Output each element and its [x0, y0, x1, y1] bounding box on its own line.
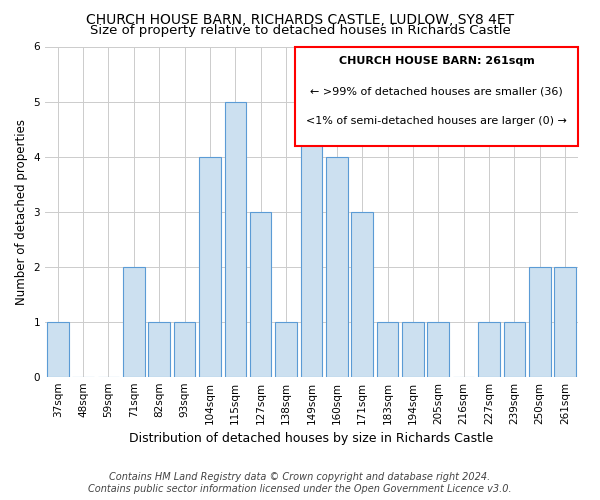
FancyBboxPatch shape — [295, 46, 578, 146]
Bar — [478, 322, 500, 376]
Bar — [47, 322, 68, 376]
Bar — [427, 322, 449, 376]
Text: ← >99% of detached houses are smaller (36): ← >99% of detached houses are smaller (3… — [310, 86, 563, 96]
Bar — [148, 322, 170, 376]
Y-axis label: Number of detached properties: Number of detached properties — [15, 118, 28, 304]
Bar — [301, 102, 322, 376]
Text: CHURCH HOUSE BARN: 261sqm: CHURCH HOUSE BARN: 261sqm — [339, 56, 535, 66]
Text: <1% of semi-detached houses are larger (0) →: <1% of semi-detached houses are larger (… — [306, 116, 567, 126]
Text: Size of property relative to detached houses in Richards Castle: Size of property relative to detached ho… — [89, 24, 511, 37]
Bar — [250, 212, 271, 376]
Bar — [554, 266, 576, 376]
Bar — [123, 266, 145, 376]
Bar — [377, 322, 398, 376]
Text: Contains HM Land Registry data © Crown copyright and database right 2024.
Contai: Contains HM Land Registry data © Crown c… — [88, 472, 512, 494]
Bar — [224, 102, 246, 376]
Bar — [352, 212, 373, 376]
Bar — [503, 322, 525, 376]
Bar — [174, 322, 196, 376]
Bar — [402, 322, 424, 376]
Bar — [529, 266, 551, 376]
Bar — [199, 156, 221, 376]
X-axis label: Distribution of detached houses by size in Richards Castle: Distribution of detached houses by size … — [129, 432, 494, 445]
Bar — [275, 322, 297, 376]
Bar — [326, 156, 347, 376]
Text: CHURCH HOUSE BARN, RICHARDS CASTLE, LUDLOW, SY8 4ET: CHURCH HOUSE BARN, RICHARDS CASTLE, LUDL… — [86, 12, 514, 26]
